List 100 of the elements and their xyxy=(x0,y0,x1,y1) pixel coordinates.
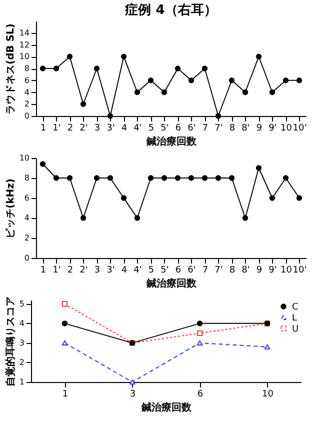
x-tick-label: 1 xyxy=(62,390,68,400)
point xyxy=(66,54,73,60)
point xyxy=(264,344,270,350)
legend-label: L xyxy=(292,314,298,324)
x-tick-label: 5' xyxy=(160,124,169,134)
y-axis-title: ラウドネス(dB SL) xyxy=(5,24,16,114)
y-tick-label: 2 xyxy=(24,234,30,242)
y-tick-label: 4 xyxy=(19,318,24,328)
point xyxy=(242,215,248,221)
point xyxy=(62,340,68,346)
x-tick-label: 6 xyxy=(197,390,204,400)
x-tick-label: 4' xyxy=(134,124,142,134)
x-tick-label: 10 xyxy=(280,266,292,276)
point xyxy=(215,113,222,119)
x-axis-title: 鍼治療回数 xyxy=(146,278,198,290)
y-tick-label: 0 xyxy=(24,112,30,120)
point xyxy=(269,195,276,201)
point xyxy=(202,66,208,72)
point xyxy=(242,89,248,96)
point xyxy=(296,78,302,84)
point xyxy=(148,78,154,84)
x-tick-label: 2' xyxy=(80,266,88,276)
legend-label: C xyxy=(292,302,298,312)
x-tick-label: 9' xyxy=(268,266,277,276)
y-tick-label: 10 xyxy=(19,52,30,62)
x-tick-label: 3 xyxy=(130,390,136,400)
x-tick-label: 5' xyxy=(160,266,169,276)
y-tick-label: 3 xyxy=(19,338,24,348)
x-tick-label: 7' xyxy=(214,124,223,134)
x-tick-label: 10 xyxy=(280,124,292,134)
x-tick-label: 3 xyxy=(94,124,100,134)
point xyxy=(196,340,203,346)
point xyxy=(66,175,73,181)
x-tick-label: 6 xyxy=(175,266,182,276)
point xyxy=(80,101,86,107)
y-axis-title: 自覚的耳鳴りスコア xyxy=(4,296,16,386)
y-tick-label: 10 xyxy=(19,154,30,162)
x-tick-label: 5 xyxy=(148,266,154,276)
point xyxy=(62,320,68,326)
x-tick-label: 3 xyxy=(94,266,100,276)
chart-title: 症例 4（右耳） xyxy=(124,2,217,18)
x-tick-label: 1' xyxy=(52,266,61,276)
y-tick-label: 6 xyxy=(24,194,30,202)
point xyxy=(282,175,289,181)
y-axis-title: ピッチ(kHz) xyxy=(4,178,16,238)
y-tick-label: 14 xyxy=(19,28,30,38)
y-tick-label: 4 xyxy=(24,214,30,222)
x-tick-label: 8 xyxy=(229,124,236,134)
point xyxy=(134,89,140,96)
y-tick-label: 2 xyxy=(24,100,30,109)
x-axis-title: 鍼治療回数 xyxy=(140,402,192,414)
point xyxy=(161,175,168,181)
point xyxy=(202,175,208,181)
y-tick-label: 5 xyxy=(19,299,24,308)
x-tick-label: 8' xyxy=(242,266,250,276)
x-tick-label: 8' xyxy=(242,124,250,134)
x-tick-label: 4 xyxy=(121,266,128,276)
x-tick-label: 10' xyxy=(292,266,307,276)
y-tick-label: 1 xyxy=(19,378,24,386)
x-tick-label: 6 xyxy=(175,124,182,134)
x-axis-title: 鍼治療回数 xyxy=(146,136,198,148)
x-tick-label: 7 xyxy=(202,124,208,134)
y-tick-label: 6 xyxy=(24,76,30,85)
point xyxy=(228,175,235,181)
point xyxy=(129,379,136,385)
y-tick-label: 8 xyxy=(24,174,30,182)
point xyxy=(282,78,289,84)
point xyxy=(174,175,181,181)
x-tick-label: 7' xyxy=(214,266,223,276)
point xyxy=(215,175,222,181)
point xyxy=(94,175,100,181)
legend-label: U xyxy=(292,324,299,334)
x-tick-label: 9' xyxy=(268,124,277,134)
x-tick-label: 7 xyxy=(202,266,208,276)
point xyxy=(256,54,262,60)
point xyxy=(53,175,60,181)
x-tick-label: 1' xyxy=(52,124,61,134)
y-tick-label: 2 xyxy=(19,358,24,367)
x-tick-label: 9 xyxy=(256,124,262,134)
point xyxy=(188,78,194,84)
point xyxy=(120,195,127,201)
x-tick-label: 2 xyxy=(67,124,74,134)
x-tick-label: 8 xyxy=(229,266,236,276)
x-tick-label: 9 xyxy=(256,266,262,276)
y-tick-label: 12 xyxy=(19,40,30,50)
point xyxy=(40,66,46,72)
x-tick-label: 10' xyxy=(292,124,307,134)
point xyxy=(174,66,181,72)
point xyxy=(40,161,46,167)
point xyxy=(196,330,203,336)
x-tick-label: 2 xyxy=(67,266,74,276)
y-tick-label: 8 xyxy=(24,64,30,73)
point xyxy=(256,165,262,171)
y-tick-label: 4 xyxy=(24,88,30,97)
x-tick-label: 3' xyxy=(106,266,115,276)
point xyxy=(148,175,154,181)
point xyxy=(120,54,127,60)
point xyxy=(53,66,60,72)
x-tick-label: 4' xyxy=(134,266,142,276)
x-tick-label: 5 xyxy=(148,124,154,134)
